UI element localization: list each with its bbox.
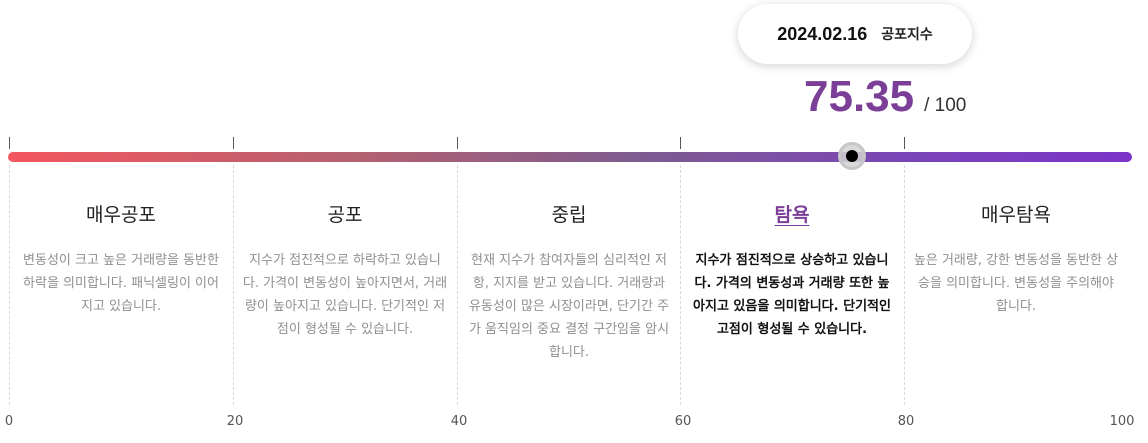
segment-description-active: 지수가 점진적으로 상승하고 있습니다. 가격의 변동성과 거래량 또한 높아지… [693,253,891,337]
axis-label: 80 [897,414,915,429]
segment-divider [233,165,234,405]
segment-description: 변동성이 크고 높은 거래량을 동반한 하락을 의미합니다. 패닉셀링이 이어지… [23,253,219,314]
fear-greed-gauge-bar [8,152,1132,162]
axis-label: 0 [4,414,14,429]
gauge-marker-dot [846,150,858,162]
segment-title[interactable]: 중립 [551,204,587,226]
date-tooltip: 2024.02.16 공포지수 [738,4,972,64]
segment-extreme-greed: 매우탐욕 높은 거래량, 강한 변동성을 동반한 상승을 의미합니다. 변동성을… [913,200,1119,318]
segment-description: 높은 거래량, 강한 변동성을 동반한 상승을 의미합니다. 변동성을 주의해야… [913,253,1119,314]
tooltip-date: 2024.02.16 [777,23,868,44]
axis-label: 60 [674,414,692,429]
segment-title[interactable]: 매우공포 [86,204,156,226]
tick-mark [904,137,905,149]
axis-label: 40 [450,414,468,429]
segment-title-active[interactable]: 탐욕 [774,204,810,226]
score-value: 75.35 [804,72,915,121]
segment-greed: 탐욕 지수가 점진적으로 상승하고 있습니다. 가격의 변동성과 거래량 또한 … [689,200,895,341]
axis-label: 20 [226,414,244,429]
tick-mark [457,137,458,149]
segment-neutral: 중립 현재 지수가 참여자들의 심리적인 저항, 지지를 받고 있습니다. 거래… [466,200,672,364]
segment-divider [904,165,905,405]
tick-mark [680,137,681,149]
score-max: / 100 [924,95,967,116]
segment-divider [457,165,458,405]
segment-extreme-fear: 매우공포 변동성이 크고 높은 거래량을 동반한 하락을 의미합니다. 패닉셀링… [18,200,224,318]
score-readout: 75.35 / 100 [804,72,966,122]
axis-label: 100 [1109,414,1135,429]
segment-fear: 공포 지수가 점진적으로 하락하고 있습니다. 가격이 변동성이 높아지면서, … [242,200,448,341]
tooltip-label: 공포지수 [881,27,933,43]
segment-description: 지수가 점진적으로 하락하고 있습니다. 가격이 변동성이 높아지면서, 거래량… [242,253,448,337]
segment-title[interactable]: 공포 [327,204,363,226]
gauge-marker-ring[interactable] [838,142,866,170]
segment-divider [680,165,681,405]
tick-mark [233,137,234,149]
tick-mark [9,137,10,149]
segment-divider [9,165,10,405]
segment-title[interactable]: 매우탐욕 [981,204,1051,226]
segment-description: 현재 지수가 참여자들의 심리적인 저항, 지지를 받고 있습니다. 거래량과 … [468,253,670,360]
